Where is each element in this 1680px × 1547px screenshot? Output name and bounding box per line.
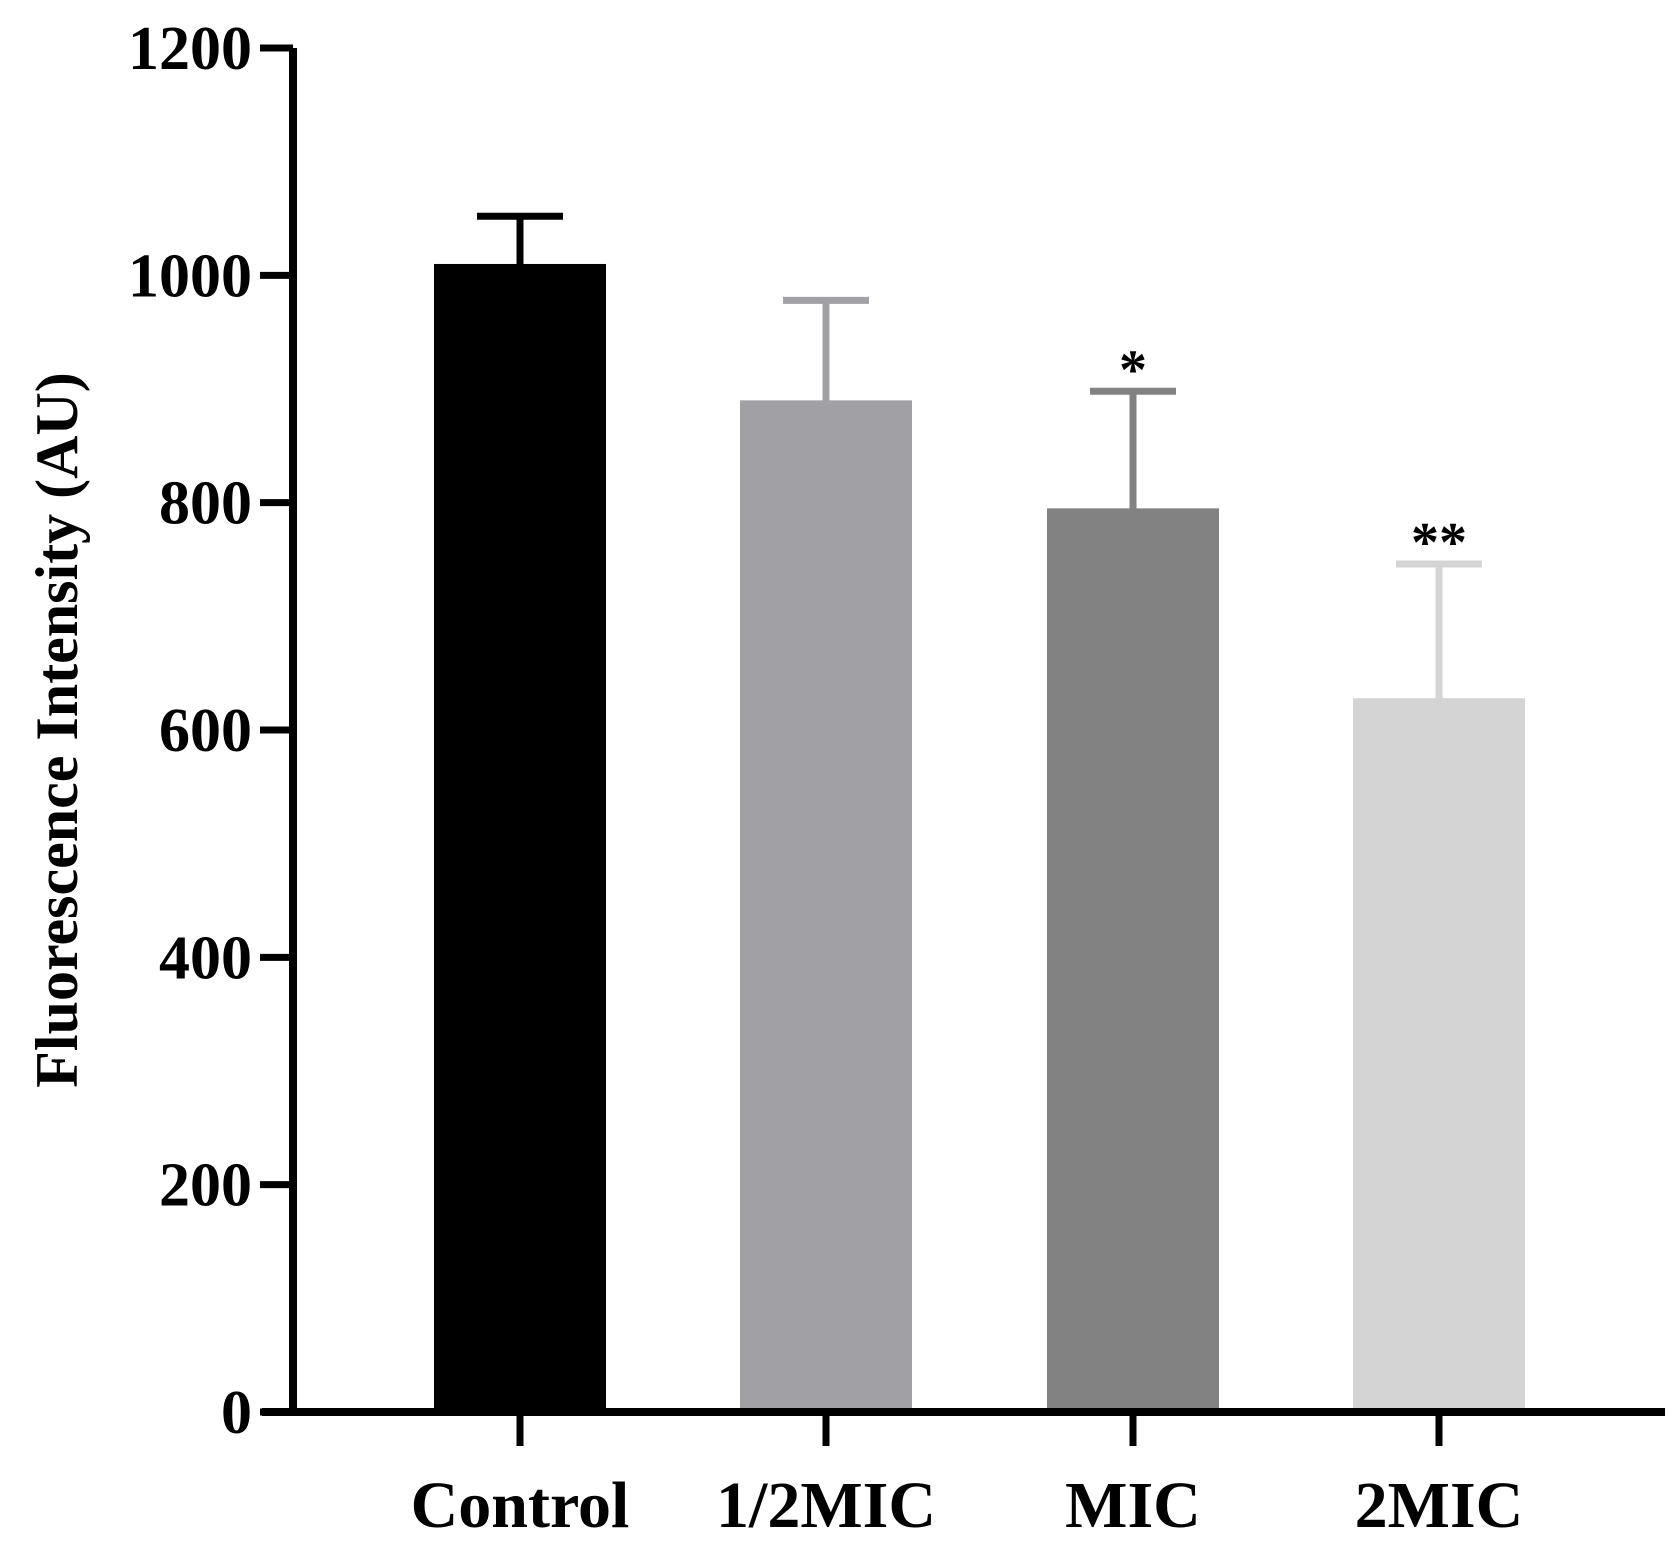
significance-2mic: **: [1411, 512, 1467, 574]
y-tick-label-1000: 1000: [128, 242, 252, 310]
bars-layer: [434, 263, 1525, 1413]
error-bars-layer: [477, 212, 1482, 709]
y-tick-label-800: 800: [159, 470, 252, 538]
significance-mic: *: [1119, 339, 1147, 401]
x-tick-label-2mic: 2MIC: [1355, 1469, 1524, 1542]
bar-control: [434, 263, 606, 1412]
bar-1-2mic: [740, 400, 912, 1412]
bar-mic: [1047, 508, 1219, 1413]
x-tick-label-1-2mic: 1/2MIC: [716, 1469, 936, 1542]
y-axis-title: Fluorescence Intensity (AU): [24, 372, 90, 1087]
y-tick-label-200: 200: [159, 1152, 252, 1220]
bar-2mic: [1353, 698, 1525, 1412]
y-tick-label-1200: 1200: [128, 15, 252, 83]
significance-layer: ***: [1119, 339, 1467, 574]
x-ticks-layer: Control 1/2MIC MIC 2MIC: [411, 1412, 1524, 1542]
y-tick-label-400: 400: [159, 924, 252, 992]
x-tick-label-mic: MIC: [1065, 1469, 1201, 1542]
y-tick-label-600: 600: [159, 697, 252, 765]
x-tick-label-control: Control: [411, 1469, 630, 1542]
y-tick-label-0: 0: [221, 1379, 252, 1447]
y-ticks-layer: 0 200 400 600 800 1000 1200: [128, 15, 293, 1447]
